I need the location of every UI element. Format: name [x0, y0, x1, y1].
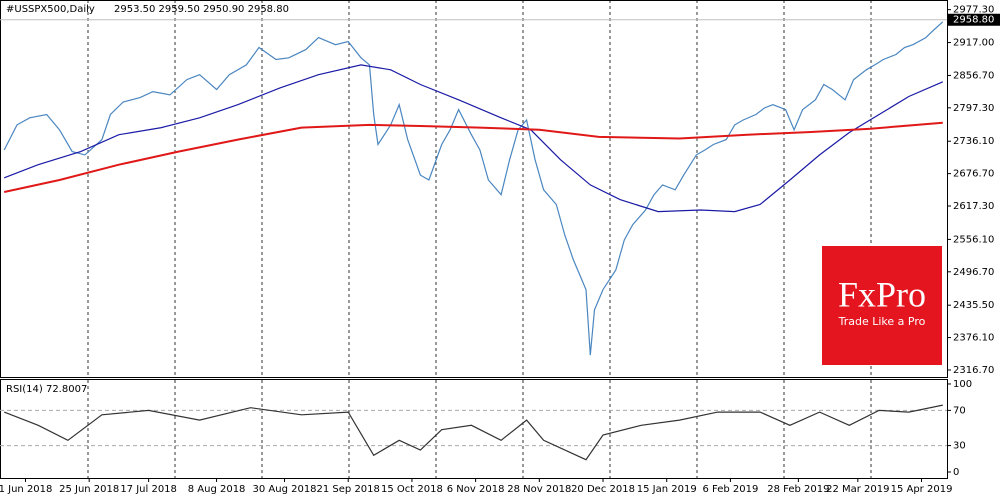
- x-tick-label: 8 Aug 2018: [188, 484, 246, 495]
- x-tick-label: 25 Jun 2018: [59, 484, 119, 495]
- y-tick-label: 2435.50: [953, 300, 994, 311]
- x-tick-label: 21 Sep 2018: [317, 484, 380, 495]
- y-tick-label: 2376.10: [953, 333, 994, 344]
- y-tick-label: 2676.70: [953, 169, 994, 180]
- chart-title: #USSPX500,Daily: [6, 4, 95, 15]
- y-tick-label: 2316.70: [953, 365, 994, 376]
- x-tick-label: 28 Feb 2019: [767, 484, 829, 495]
- ohlc: 2953.50 2959.50 2950.90 2958.80: [114, 4, 289, 15]
- x-tick-label: 22 Mar 2019: [826, 484, 889, 495]
- x-tick-label: 1 Jun 2018: [0, 484, 52, 495]
- last-price-label: 2958.80: [953, 15, 994, 26]
- logo: FxPro Trade Like a Pro: [822, 246, 942, 365]
- y-tick-label: 2797.30: [953, 103, 994, 114]
- main-panel: [0, 0, 948, 378]
- y-tick-label: 2496.70: [953, 267, 994, 278]
- x-tick-label: 17 Jul 2018: [120, 484, 177, 495]
- x-tick-label: 30 Aug 2018: [252, 484, 316, 495]
- y-tick-label: 100: [953, 379, 972, 390]
- y-tick-label: 2736.10: [953, 136, 994, 147]
- y-tick-label: 2917.00: [953, 38, 994, 49]
- y-tick-label: 70: [953, 405, 966, 416]
- series-line: [3, 64, 944, 213]
- y-tick-label: 30: [953, 441, 966, 452]
- y-tick-label: 0: [953, 467, 959, 478]
- series-line: [3, 121, 943, 193]
- series-line: [3, 21, 944, 356]
- logo-tagline: Trade Like a Pro: [838, 315, 926, 328]
- x-tick-label: 28 Nov 2018: [507, 484, 571, 495]
- y-tick-label: 2617.30: [953, 201, 994, 212]
- y-tick-label: 2556.10: [953, 234, 994, 245]
- logo-text: FxPro: [838, 274, 926, 314]
- last-price-box: [948, 13, 1000, 26]
- rsi-title: RSI(14) 72.8007: [6, 384, 87, 395]
- x-tick-label: 15 Apr 2019: [891, 484, 953, 495]
- rsi-panel: [0, 379, 948, 479]
- x-tick-label: 6 Nov 2018: [447, 484, 505, 495]
- x-tick-label: 15 Jan 2019: [637, 484, 697, 495]
- x-tick-label: 15 Oct 2018: [381, 484, 443, 495]
- y-tick-label: 2977.30: [953, 5, 994, 16]
- y-tick-label: 2856.70: [953, 70, 994, 81]
- x-tick-label: 6 Feb 2019: [702, 484, 758, 495]
- x-tick-label: 20 Dec 2018: [571, 484, 635, 495]
- logo-box: [822, 246, 942, 365]
- series-line: [3, 404, 943, 461]
